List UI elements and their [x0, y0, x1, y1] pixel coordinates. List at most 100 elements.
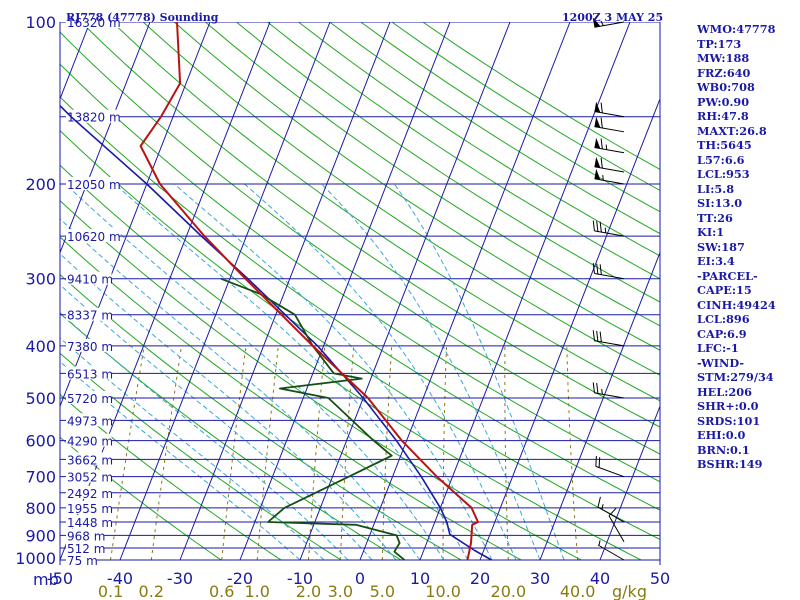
index-line: TP:173 [697, 36, 742, 51]
moist-adiabat-line [60, 253, 397, 561]
height-label-bg [66, 452, 112, 466]
moist-adiabat-line [65, 183, 445, 561]
wind-barb-feather [597, 496, 601, 508]
wind-barb-half-feather [601, 504, 604, 510]
moist-adiabat-line [393, 183, 565, 561]
index-line: HEL:206 [697, 384, 752, 399]
wind-barb [597, 540, 625, 561]
isotherm-line [539, 251, 660, 561]
wind-barb-half-feather [604, 227, 607, 233]
height-label-bg [66, 413, 112, 427]
index-line: LCL:896 [697, 312, 750, 326]
height-label-bg [66, 528, 104, 542]
height-label-bg [66, 338, 112, 352]
temperature-tick-label: -50 [47, 569, 73, 588]
index-line: PW:0.90 [697, 94, 750, 109]
index-line: -WIND- [697, 355, 745, 370]
wind-barb-pennant [594, 116, 601, 128]
moist-adiabat-line [60, 218, 421, 561]
mixing-ratio-tick-label: 2.0 [296, 582, 321, 600]
pressure-axis-labels: 100 200 300 400 500 600 700 800 900 1000 [15, 13, 56, 568]
isotherm-line [119, 22, 331, 561]
height-label: 7380 m [67, 340, 113, 354]
mixing-ratio-tick-label: 0.1 [98, 582, 123, 600]
index-line: MW:188 [697, 51, 750, 65]
height-label-bg [66, 109, 120, 123]
wind-barb [594, 116, 625, 133]
wind-barb-feather [596, 330, 599, 342]
wind-barb [592, 263, 625, 280]
temperature-tick-label: 0 [355, 569, 365, 588]
wind-barb [595, 455, 625, 478]
pressure-label: 900 [25, 526, 56, 545]
pressure-label: 100 [25, 13, 56, 32]
wind-barb-feather [600, 157, 603, 169]
moist-adiabat-line [114, 183, 469, 561]
wind-barb-pennant [594, 156, 601, 168]
wind-barb-feather [600, 138, 603, 149]
wind-barb-feather [596, 221, 599, 232]
index-line: BSHR:149 [697, 457, 763, 471]
height-label: 3662 m [67, 453, 113, 467]
pressure-label: 200 [25, 175, 56, 194]
height-label: 4973 m [67, 414, 113, 428]
index-line: SRDS:101 [697, 413, 761, 428]
mixing-ratio-tick-label: 3.0 [328, 582, 353, 600]
height-label-bg [66, 176, 120, 190]
index-line: LFC:-1 [697, 341, 739, 355]
temperature-tick-label: -20 [227, 569, 253, 588]
index-line: -PARCEL- [697, 268, 758, 283]
wind-barb-half-feather [605, 144, 608, 150]
height-label: 8337 m [67, 309, 113, 323]
wind-barb-staff [595, 465, 625, 478]
temperature-profile-line [139, 22, 479, 561]
height-label-bg [66, 485, 112, 499]
temperature-tick-label: -40 [107, 569, 133, 588]
index-line: LCL:953 [697, 167, 750, 181]
index-line: FRZ:640 [697, 65, 751, 80]
height-label: 6513 m [67, 367, 113, 381]
isotherm-line [60, 22, 211, 408]
wind-barb-staff [594, 147, 625, 154]
wind-barb-feather [599, 331, 602, 342]
wind-barb-half-feather [600, 20, 604, 26]
mixing-ratio-tick-label: 0.2 [139, 582, 164, 600]
wind-barb [608, 507, 625, 543]
wind-barb-half-feather [602, 175, 604, 181]
height-label: 16320 m [67, 16, 121, 30]
wind-barb-feather [599, 264, 602, 275]
isotherm-line [179, 22, 391, 561]
index-line: TH:5645 [697, 138, 752, 152]
temperature-tick-label: 40 [590, 569, 610, 588]
isotherm-line [359, 22, 571, 561]
temperature-tick-label: 20 [470, 569, 490, 588]
wind-barb-feather [592, 330, 595, 341]
index-line: WMO:47778 [697, 22, 776, 36]
temperature-tick-label: 10 [410, 569, 430, 588]
height-label: 12050 m [67, 178, 121, 192]
index-line: EHI:0.0 [697, 428, 746, 442]
wind-barb-half-feather [601, 388, 603, 395]
parcel-path-line [60, 104, 492, 561]
index-line: SW:187 [697, 239, 745, 254]
mixing-ratio-tick-label: 5.0 [370, 582, 395, 600]
pressure-label: 700 [25, 468, 56, 487]
index-line: BRN:0.1 [697, 442, 750, 457]
wind-barb [594, 156, 625, 173]
wind-barb [597, 496, 625, 523]
index-line: CAP:6.9 [697, 326, 747, 341]
height-label: 2492 m [67, 487, 113, 501]
index-line: CAPE:15 [697, 283, 752, 297]
chart-title-time: 1200Z 3 MAY 25 [562, 11, 663, 24]
wind-barb [592, 220, 625, 237]
wind-barb-staff [594, 126, 625, 133]
height-label-bg [66, 391, 112, 405]
wind-barb-feather [596, 263, 599, 275]
height-label-bg [66, 433, 112, 447]
height-label: 1448 m [67, 516, 113, 530]
index-line: STM:279/34 [697, 370, 774, 384]
pressure-label: 500 [25, 389, 56, 408]
wind-barb-staff [594, 230, 625, 237]
wind-barb-feather [600, 117, 603, 129]
index-line: TT:26 [697, 210, 733, 225]
